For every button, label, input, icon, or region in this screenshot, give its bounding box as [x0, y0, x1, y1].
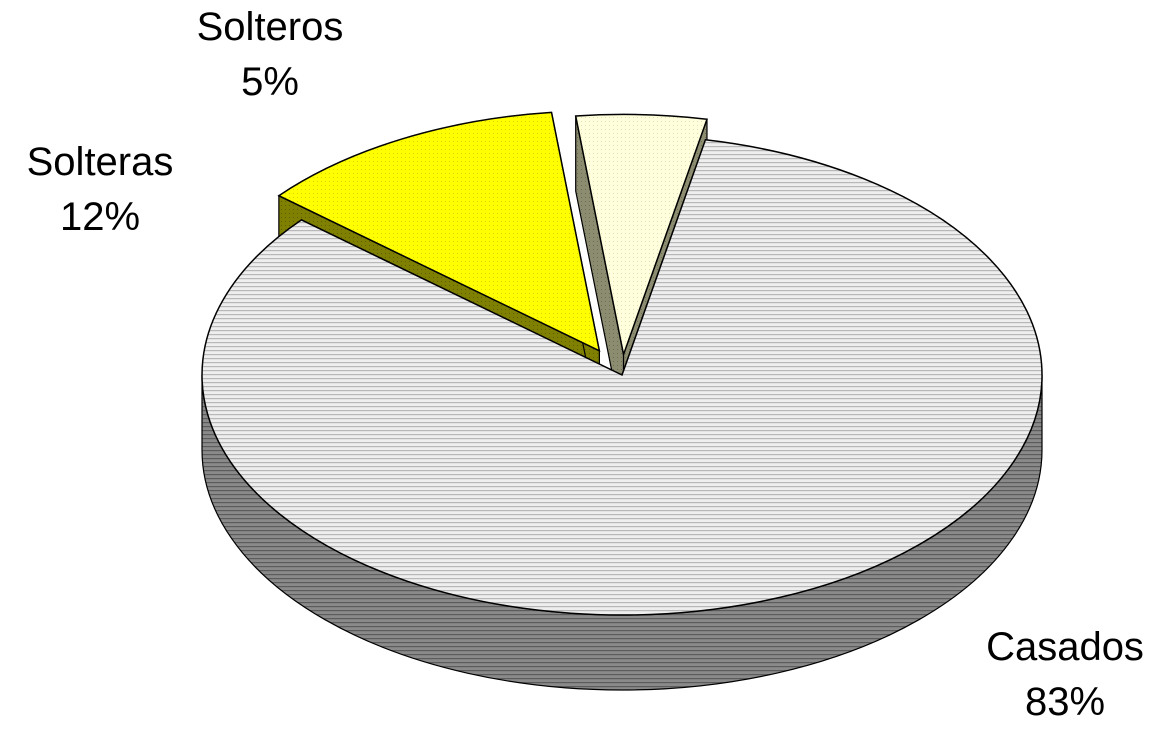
data-label-solteras-percent: 12% — [60, 195, 140, 239]
data-label-casados-percent: 83% — [1025, 680, 1105, 724]
pie-slice-top-solteros — [574, 113, 709, 358]
data-label-solteros-name: Solteros — [197, 5, 344, 49]
data-label-casados-name: Casados — [986, 625, 1144, 669]
pie-slice-top-casados — [201, 138, 1043, 616]
data-label-solteros-percent: 5% — [241, 60, 299, 104]
data-label-solteras-name: Solteras — [27, 140, 174, 184]
pie-slice-casados — [201, 138, 1043, 691]
pie-slice-top-solteras — [277, 111, 601, 353]
